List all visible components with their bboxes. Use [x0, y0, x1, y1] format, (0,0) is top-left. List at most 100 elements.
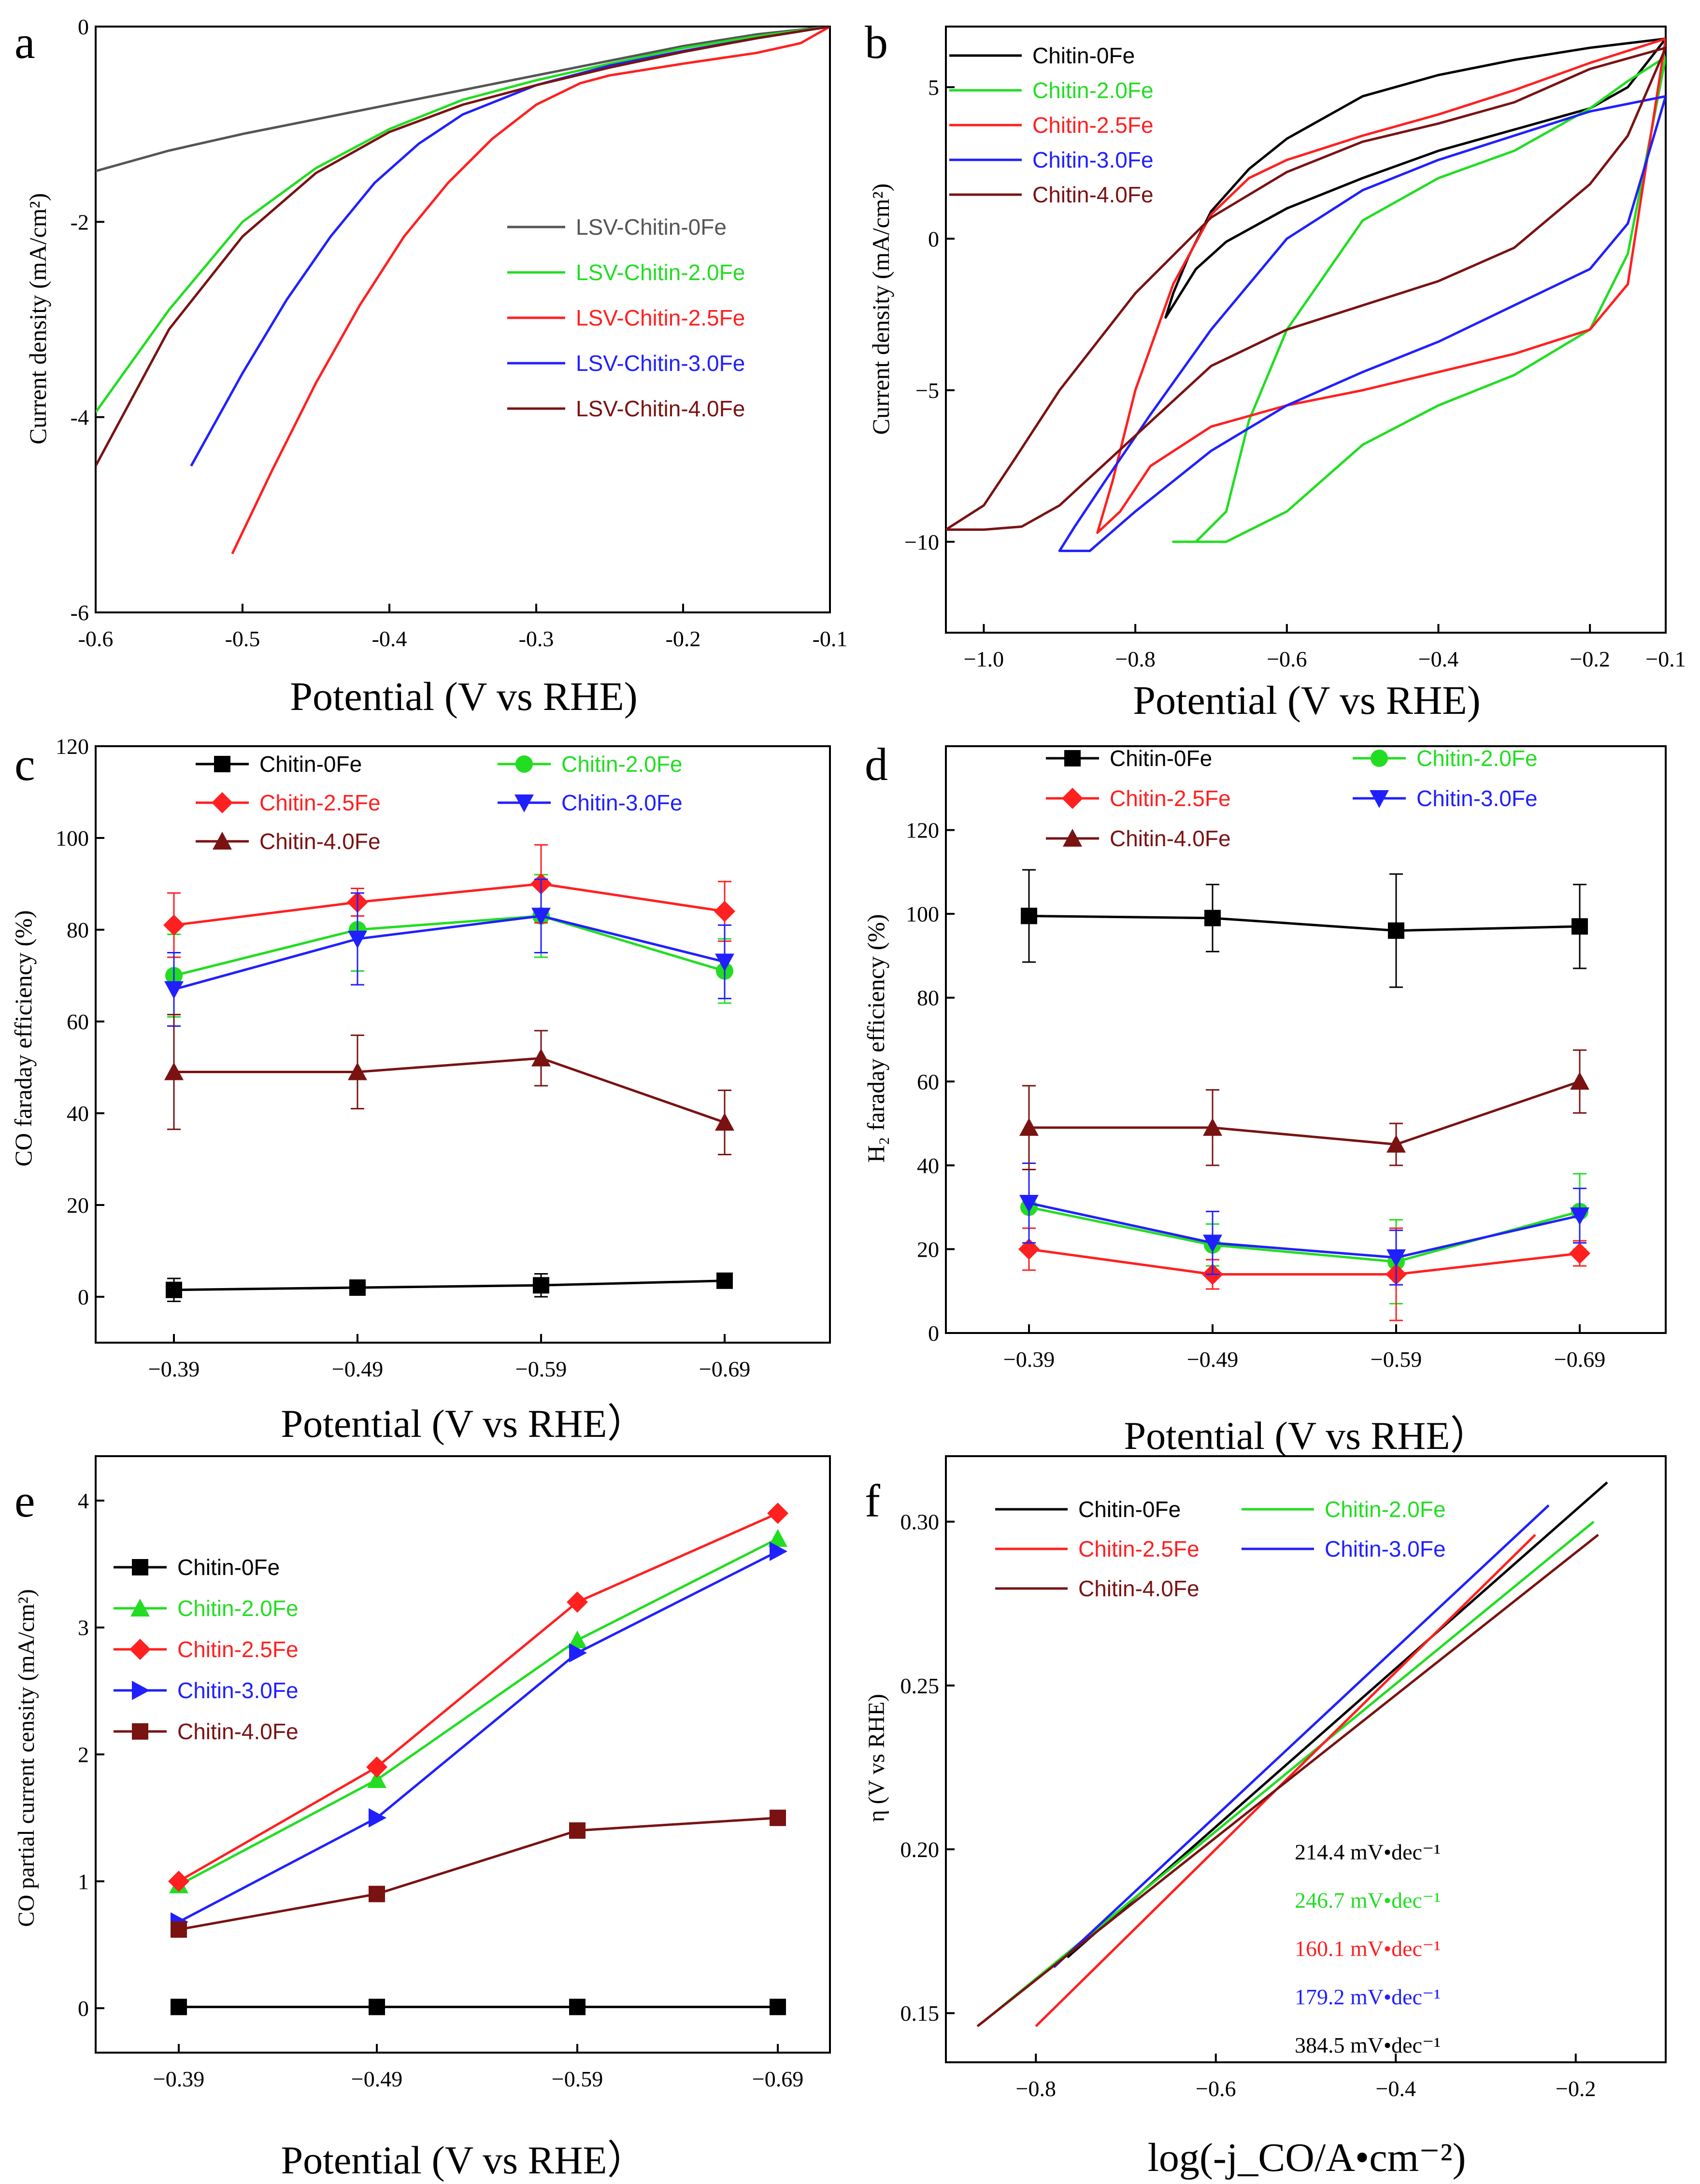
data-point — [369, 1808, 386, 1828]
plot-area — [163, 844, 735, 1302]
legend-entry: LSV-Chitin-0Fe — [507, 214, 727, 240]
panel-d: d −0.39 −0.49 −0.59 −0.69 0 20 40 60 80 100 120 Pote… — [862, 738, 1667, 1458]
series-Chitin-3.0Fe — [1058, 95, 1666, 553]
series-line — [1029, 1202, 1580, 1259]
legend-label: Chitin-0Fe — [1110, 746, 1212, 771]
y-tick-label: 60 — [67, 1009, 89, 1034]
legend-marker — [132, 1559, 148, 1575]
series-LSV-Chitin-4.0Fe — [96, 27, 830, 467]
legend-label: Chitin-4.0Fe — [1078, 1576, 1200, 1601]
legend-entry: LSV-Chitin-4.0Fe — [507, 396, 745, 421]
legend-label: Chitin-0Fe — [1032, 43, 1135, 68]
series-line — [173, 882, 725, 926]
data-point — [171, 1999, 187, 2015]
series-Chitin-0Fe — [1164, 37, 1666, 319]
legend-entry: Chitin-4.0Fe — [995, 1576, 1200, 1601]
legend-marker — [1064, 750, 1081, 766]
panel-letter: b — [865, 16, 888, 68]
series-line — [1035, 1534, 1536, 2028]
series-line — [178, 1550, 779, 1923]
x-tick-label: −0.4 — [1376, 2076, 1416, 2101]
legend-entry: Chitin-0Fe — [949, 43, 1135, 68]
legend-marker — [515, 755, 533, 773]
plot-frame — [945, 745, 1667, 1334]
x-axis-label: Potential (V vs RHE） — [281, 1402, 647, 1446]
series-Chitin-2.0Fe — [165, 874, 733, 1018]
legend-entry: Chitin-4.0Fe — [114, 1719, 299, 1744]
series-LSV-Chitin-2.5Fe — [231, 27, 830, 554]
legend-label: Chitin-2.5Fe — [1110, 786, 1231, 811]
legend-label: Chitin-2.5Fe — [177, 1637, 299, 1662]
legend-label: Chitin-3.0Fe — [1325, 1536, 1446, 1561]
data-point — [369, 1886, 385, 1902]
y-tick-label: 120 — [906, 818, 939, 843]
series-line — [96, 27, 830, 413]
series-Chitin-4.0Fe — [946, 46, 1666, 531]
y-tick-label: 0.20 — [900, 1837, 940, 1862]
data-point — [767, 1503, 788, 1524]
legend-label: LSV-Chitin-3.0Fe — [576, 351, 745, 376]
plot-frame — [945, 26, 1667, 634]
data-point — [569, 1999, 586, 2015]
data-point — [1386, 1135, 1406, 1153]
series-Chitin-2.5Fe — [1035, 1534, 1536, 2028]
data-point — [1571, 918, 1588, 935]
x-axis-label: Potential (V vs RHE) — [290, 674, 637, 719]
x-tick-label: −0.69 — [752, 2067, 803, 2091]
legend-entry: Chitin-2.5Fe — [196, 790, 381, 815]
data-point — [715, 953, 734, 972]
series-Chitin-4.0Fe — [1019, 1049, 1589, 1171]
x-axis-label: log(-j_CO/A•cm⁻²) — [1148, 2135, 1466, 2180]
data-point — [569, 1643, 587, 1663]
y-tick-label: 0.25 — [900, 1673, 940, 1698]
data-point — [1570, 1072, 1589, 1090]
series-Chitin-3.0Fe — [1019, 1163, 1589, 1286]
legend-label: Chitin-4.0Fe — [177, 1719, 299, 1744]
legend-marker — [132, 1723, 148, 1740]
y-tick-label: -6 — [71, 600, 89, 625]
data-point — [1569, 1243, 1590, 1264]
legend-entry: Chitin-3.0Fe — [1242, 1536, 1446, 1561]
legend-entry: Chitin-2.0Fe — [498, 752, 683, 777]
legend-label: Chitin-4.0Fe — [259, 829, 381, 854]
legend-entry: Chitin-2.0Fe — [1353, 746, 1538, 771]
series-LSV-Chitin-0Fe — [96, 27, 830, 172]
slope-annotation: 384.5 mV•dec⁻¹ — [1295, 2033, 1441, 2057]
panel-a: a -0.6 -0.5 -0.4 -0.3 -0.2 -0.1 -6 -4 -2 0 Potentia… — [14, 14, 847, 719]
y-tick-label: 120 — [56, 734, 89, 759]
legend-marker — [214, 756, 230, 772]
y-tick-label: 80 — [67, 918, 89, 942]
y-tick-label: −5 — [915, 378, 939, 403]
y-tick-label: 0 — [928, 1321, 939, 1346]
data-point — [348, 1062, 367, 1080]
series-Chitin-0Fe — [1021, 869, 1588, 988]
series-line — [173, 915, 725, 977]
panel-letter: a — [14, 16, 35, 68]
plot-area — [96, 27, 830, 554]
legend-label: Chitin-0Fe — [177, 1555, 280, 1580]
series-Chitin-2.5Fe — [1018, 1227, 1590, 1321]
x-tick-label: −0.39 — [153, 2067, 204, 2091]
legend-label: Chitin-2.0Fe — [561, 752, 683, 777]
legend-label: Chitin-0Fe — [259, 752, 362, 777]
x-tick-label: -0.3 — [519, 626, 554, 651]
x-tick-label: -0.5 — [225, 626, 260, 651]
x-axis-label: Potential (V vs RHE） — [281, 2138, 647, 2182]
legend-entry: LSV-Chitin-3.0Fe — [507, 351, 745, 376]
legend-label: Chitin-2.5Fe — [259, 790, 381, 815]
panel-c: c −0.39 −0.49 −0.59 −0.69 0 20 40 60 80 100 120 Pote… — [10, 734, 831, 1446]
series-line — [1029, 914, 1580, 932]
legend-marker — [1062, 788, 1083, 809]
series-Chitin-4.0Fe — [171, 1809, 786, 1938]
x-axis-label: Potential (V vs RHE） — [1124, 1414, 1490, 1458]
legend-marker — [132, 1681, 150, 1700]
slope-annotation: 179.2 mV•dec⁻¹ — [1295, 1985, 1441, 2009]
series-line — [178, 1537, 779, 1886]
legend-label: Chitin-2.0Fe — [177, 1596, 299, 1621]
series-line — [946, 46, 1666, 531]
data-point — [1021, 908, 1037, 924]
legend-entry: Chitin-3.0Fe — [498, 790, 683, 815]
legend-marker — [1063, 829, 1082, 847]
legend-entry: Chitin-2.0Fe — [1242, 1497, 1446, 1522]
